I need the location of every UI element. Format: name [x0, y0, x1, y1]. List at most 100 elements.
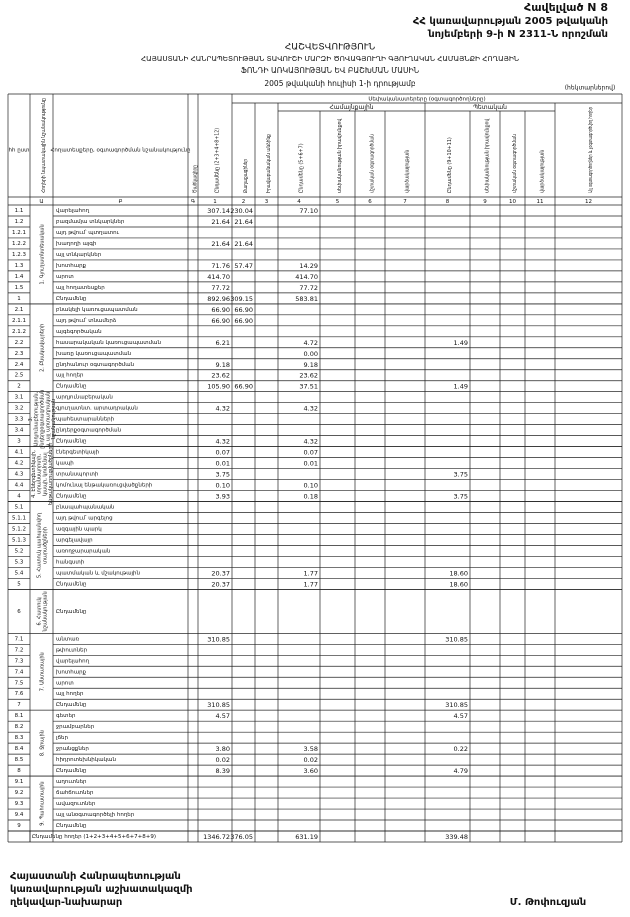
column-header: հհ ըստ	[8, 148, 29, 154]
row-label: կապի	[56, 461, 74, 467]
category-label: 6. Հատուկնշանակության	[36, 591, 48, 632]
row-label: լճեր	[56, 735, 68, 741]
row-label: բնակելի կառուցապատման	[56, 307, 138, 313]
row-label: հանգստի	[56, 559, 85, 565]
row-label: խոտհարք	[56, 263, 87, 269]
row-number: 4.1	[15, 450, 24, 456]
row-number: 2.5	[15, 373, 24, 379]
row-label: Ընդամենը	[56, 581, 87, 587]
row-number: 2.1.1	[12, 318, 26, 324]
row-label: ճահճուտներ	[56, 790, 94, 796]
row-label: ավազուտներ	[56, 801, 96, 807]
column-header: Ընդամենը (9+10+11)	[447, 137, 453, 193]
column-number: 5	[336, 199, 340, 205]
total-label: Ընդամենը հողեր (1+2+3+4+5+6+7+8+9)	[32, 834, 156, 840]
cell-value: 20.37	[211, 580, 230, 588]
cell-value: 0.02	[304, 756, 318, 764]
cell-value: 57.47	[234, 262, 253, 270]
column-header: Ծածկագիրը	[193, 165, 199, 193]
cell-value: 66.90	[234, 383, 253, 391]
row-label: վարելահող	[56, 658, 90, 664]
column-number: 3	[265, 199, 269, 205]
row-number: 3.3	[15, 417, 24, 423]
cell-value: 230.04	[230, 207, 253, 215]
row-label: արոտ	[56, 680, 74, 686]
row-number: 8.2	[15, 724, 24, 730]
row-number: 8.4	[15, 746, 24, 752]
row-number: 7.1	[15, 636, 24, 642]
row-number: 6	[17, 609, 21, 615]
cell-value: 0.01	[216, 460, 230, 468]
category-label: 4. Էներգետիկայի,տրանսպորտի,կապի, կոմունա…	[30, 443, 53, 505]
cell-value: 3.75	[454, 493, 468, 501]
cell-value: 0.18	[304, 493, 318, 501]
cell-value: 8.39	[216, 767, 230, 775]
subtitle: ՖՈՆԴԻ ԱՌԿԱՅՈՒԹՅԱՆ ԵՎ ԲԱՇԽՄԱՆ ՄԱՍԻՆ	[241, 66, 420, 75]
decree-line: ՀՀ կառավարության 2005 թվականի	[413, 16, 608, 27]
row-label: այգեգործական	[56, 329, 102, 335]
row-label: գյուղատնտ. արտադրական	[56, 406, 138, 412]
cell-value: 3.58	[304, 745, 318, 753]
cell-value: 1.49	[454, 383, 468, 391]
column-header: սեփականության իրավունքով	[337, 118, 343, 193]
category-label: 8. Ջրային	[39, 730, 45, 756]
category-label: 9. Պահուստային	[39, 781, 45, 825]
row-label: տրանսպորտի	[56, 472, 99, 478]
row-number: 8	[17, 768, 21, 774]
column-number: 12	[585, 199, 592, 205]
row-label: գետեր	[56, 713, 76, 719]
row-label: արգելավայր	[56, 537, 93, 543]
cell-value: 0.02	[216, 756, 230, 764]
cell-value: 71.76	[211, 262, 230, 270]
row-label: այլ տնկարկներ	[56, 252, 102, 258]
row-number: 2	[17, 384, 21, 390]
row-number: 2.3	[15, 351, 24, 357]
cell-value: 66.90	[234, 317, 253, 325]
cell-value: 0.07	[304, 449, 318, 457]
cell-value: 20.37	[211, 569, 230, 577]
date: 2005 թվականի հուլիսի 1-ի դրությամբ	[264, 79, 415, 88]
row-number: 5	[17, 581, 21, 587]
row-number: 4.4	[15, 483, 24, 489]
cell-value: 21.64	[211, 218, 230, 226]
cell-value: 3.60	[304, 767, 318, 775]
row-label: արդյունաբերական	[56, 395, 113, 401]
row-label: խոտհարք	[56, 669, 87, 675]
row-number: 7.6	[15, 691, 24, 697]
column-number: 9	[483, 199, 487, 205]
cell-value: 0.07	[216, 449, 230, 457]
row-label: ընդհանուր օգտագործման	[56, 362, 134, 368]
signer-position: ղեկավար-նախարար	[10, 897, 122, 908]
row-number: 7.5	[15, 680, 24, 686]
cell-value: 1.77	[304, 569, 318, 577]
column-header: վարձակալության	[540, 150, 546, 193]
row-number: 9.1	[15, 779, 24, 785]
row-number: 7.3	[15, 658, 24, 664]
column-number: 7	[403, 199, 407, 205]
column-header: մշտական օգտագործման	[370, 134, 376, 193]
row-label: անտառ	[56, 636, 80, 642]
row-number: 5.1.2	[12, 526, 26, 532]
cell-value: 3.93	[216, 493, 230, 501]
row-label: Ընդամենը	[56, 296, 87, 302]
cell-value: 3.75	[454, 471, 468, 479]
row-label: հիդրոտեխնիկական	[56, 757, 116, 763]
row-label: էներգետիկայի	[56, 450, 100, 456]
cell-value: 310.85	[445, 701, 468, 709]
category-label: 5. Հատուկ պահպանվողտարածքների	[36, 512, 48, 578]
row-number: 1	[17, 296, 21, 302]
cell-value: 23.62	[211, 372, 230, 380]
row-number: 3.2	[15, 406, 24, 412]
unit: (հեկտարներով)	[565, 85, 616, 92]
cell-value: 6.21	[216, 339, 230, 347]
cell-value: 77.72	[211, 284, 230, 292]
cell-value: 4.32	[216, 438, 230, 446]
subtitle: ՀԱՅԱՍՏԱՆԻ ՀԱՆՐԱՊԵՏՈՒԹՅԱՆ ՏԱՎՈՒՇԻ ՄԱՐԶԻ Ծ…	[141, 54, 519, 63]
cell-value: 0.01	[304, 460, 318, 468]
column-number: 8	[446, 199, 450, 205]
column-header: Քաղաքացիներ	[243, 159, 249, 193]
cell-value: 0.10	[216, 482, 230, 490]
row-label: ազգային պարկ	[56, 526, 102, 532]
column-header: Հողերի նպատակային նշանակությունը	[41, 98, 47, 193]
